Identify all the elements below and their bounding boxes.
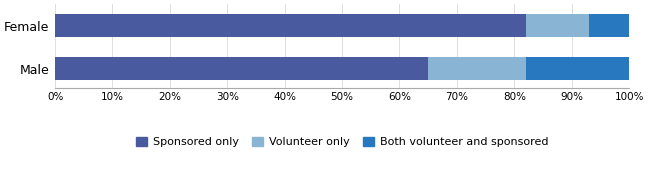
- Bar: [55, 57, 428, 80]
- Bar: [526, 14, 589, 37]
- Legend: Sponsored only, Volunteer only, Both volunteer and sponsored: Sponsored only, Volunteer only, Both vol…: [136, 137, 548, 147]
- Bar: [55, 14, 526, 37]
- Bar: [428, 57, 526, 80]
- Bar: [589, 14, 629, 37]
- Bar: [526, 57, 629, 80]
